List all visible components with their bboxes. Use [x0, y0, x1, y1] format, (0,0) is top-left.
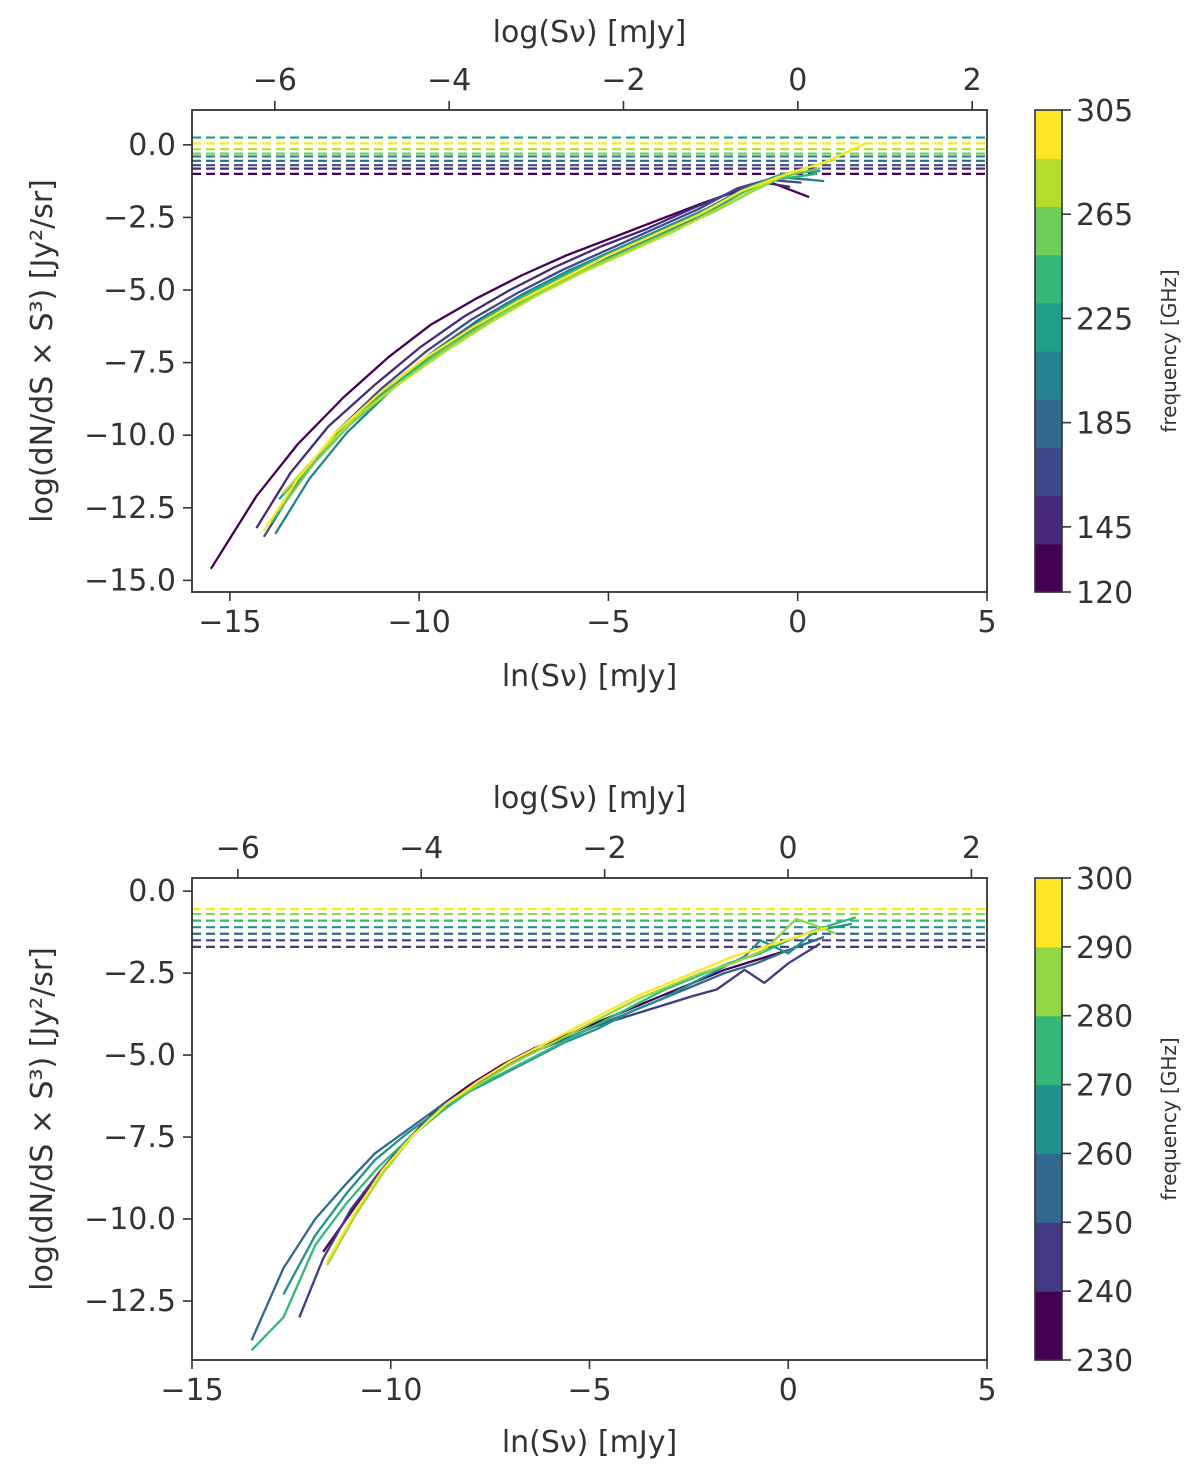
x-tick-label: −10	[387, 605, 450, 640]
colorbar-segment	[1035, 158, 1062, 207]
colorbar: 120 145 185 225 265 305	[1034, 94, 1133, 611]
colorbar-tick-label: 280	[1076, 1000, 1133, 1035]
series-lines	[209, 142, 867, 570]
panel-top: −15 −10 −5 0 5 −6 −4 −2 0 2 0.0 −2.5 −5.0 −7.5 −10.0…	[25, 15, 1181, 694]
y-axis-label: log(dN/dS × S³) [Jy²/sr]	[25, 179, 60, 523]
y-tick-label: 0.0	[128, 874, 176, 909]
colorbar-segment	[1035, 1153, 1062, 1223]
reference-lines	[192, 136, 987, 175]
y-tick-label: −5.0	[103, 273, 176, 308]
x-tick-label: −5	[586, 605, 630, 640]
colorbar-segment	[1035, 1291, 1062, 1361]
x-axis-ticks: −15 −10 −5 0 5	[160, 1360, 997, 1408]
colorbar-tick-label: 230	[1076, 1344, 1133, 1379]
top-x-tick-label: −2	[583, 831, 627, 866]
x-tick-label: −15	[160, 1373, 223, 1408]
colorbar-tick-label: 145	[1076, 511, 1133, 546]
colorbar-frame	[1034, 877, 1063, 1361]
x-axis-label: ln(Sν) [mJy]	[502, 659, 677, 694]
colorbar-tick-label: 240	[1076, 1275, 1133, 1310]
colorbar-label: frequency [GHz]	[1157, 1037, 1181, 1200]
series-line-6	[326, 926, 829, 1263]
y-axis-label: log(dN/dS × S³) [Jy²/sr]	[25, 947, 60, 1291]
colorbar-segment	[1035, 206, 1062, 256]
y-tick-label: −12.5	[84, 1284, 176, 1319]
colorbar-segment	[1035, 254, 1062, 304]
top-x-tick-label: 0	[788, 63, 807, 98]
colorbar-segment	[1035, 1222, 1062, 1292]
colorbar-segment	[1035, 447, 1062, 497]
x-tick-label: 0	[779, 1373, 798, 1408]
colorbar-label: frequency [GHz]	[1157, 269, 1181, 432]
colorbar-tick-label: 185	[1076, 407, 1133, 442]
colorbar-segment	[1035, 495, 1062, 545]
plot-area	[192, 110, 987, 592]
x-tick-label: −15	[198, 605, 261, 640]
colorbar-tick-label: 305	[1076, 94, 1133, 129]
panel-bottom: −15 −10 −5 0 5 −6 −4 −2 0 2 0.0 −2.5 −5.0 −7.5 −10.0…	[25, 781, 1181, 1460]
top-x-tick-label: 0	[778, 831, 797, 866]
x-tick-label: 5	[977, 605, 996, 640]
colorbar: 230 240 250 260 270 280 290 300	[1034, 862, 1133, 1379]
colorbar-frame	[1034, 109, 1063, 593]
colorbar-segment	[1035, 302, 1062, 352]
y-tick-label: −2.5	[103, 956, 176, 991]
colorbar-segment	[1035, 878, 1062, 948]
colorbar-segment	[1035, 351, 1062, 400]
y-axis-ticks: 0.0 −2.5 −5.0 −7.5 −10.0 −12.5 −15.0	[84, 128, 192, 598]
colorbar-segment	[1035, 543, 1062, 593]
y-tick-label: 0.0	[128, 128, 176, 163]
colorbar-segment	[1035, 946, 1062, 1017]
series-lines	[250, 916, 857, 1352]
y-tick-label: −7.5	[103, 1120, 176, 1155]
top-x-tick-label: −4	[427, 63, 471, 98]
y-tick-label: −10.0	[84, 1202, 176, 1237]
colorbar-segment	[1035, 399, 1062, 448]
y-axis-ticks: 0.0 −2.5 −5.0 −7.5 −10.0 −12.5	[84, 874, 192, 1319]
top-x-axis-label: log(Sν) [mJy]	[493, 781, 687, 816]
series-line-3	[282, 922, 853, 1295]
y-tick-label: −15.0	[84, 563, 176, 598]
plot-area	[192, 878, 987, 1360]
y-tick-label: −7.5	[103, 346, 176, 381]
y-tick-label: −2.5	[103, 200, 176, 235]
x-tick-label: 5	[977, 1373, 996, 1408]
colorbar-tick-label: 260	[1076, 1137, 1133, 1172]
top-x-tick-label: −6	[216, 831, 260, 866]
top-x-axis-ticks: −6 −4 −2 0 2	[216, 831, 981, 878]
x-axis-ticks: −15 −10 −5 0 5	[198, 592, 997, 640]
colorbar-tick-label: 300	[1076, 862, 1133, 897]
colorbar-tick-label: 270	[1076, 1069, 1133, 1104]
colorbar-segment	[1035, 1015, 1062, 1086]
x-tick-label: 0	[788, 605, 807, 640]
colorbar-tick-label: 225	[1076, 302, 1133, 337]
top-x-tick-label: −6	[253, 63, 297, 98]
top-x-tick-label: −2	[601, 63, 645, 98]
y-tick-label: −5.0	[103, 1038, 176, 1073]
top-x-axis-label: log(Sν) [mJy]	[493, 15, 687, 50]
x-tick-label: −5	[567, 1373, 611, 1408]
colorbar-tick-label: 120	[1076, 576, 1133, 611]
series-line-8	[282, 158, 836, 495]
colorbar-tick-label: 250	[1076, 1206, 1133, 1241]
colorbar-segment	[1035, 110, 1062, 159]
plot-frame	[191, 109, 988, 593]
top-x-axis-ticks: −6 −4 −2 0 2	[253, 63, 982, 110]
top-x-tick-label: −4	[399, 831, 443, 866]
x-axis-label: ln(Sν) [mJy]	[502, 1425, 677, 1460]
series-line-9	[262, 142, 867, 532]
top-x-tick-label: 2	[963, 63, 982, 98]
top-x-tick-label: 2	[962, 831, 981, 866]
colorbar-tick-label: 290	[1076, 931, 1133, 966]
x-tick-label: −10	[359, 1373, 422, 1408]
colorbar-segment	[1035, 1084, 1062, 1155]
y-tick-label: −12.5	[84, 491, 176, 526]
reference-lines	[192, 908, 987, 948]
colorbar-tick-label: 265	[1076, 198, 1133, 233]
y-tick-label: −10.0	[84, 418, 176, 453]
